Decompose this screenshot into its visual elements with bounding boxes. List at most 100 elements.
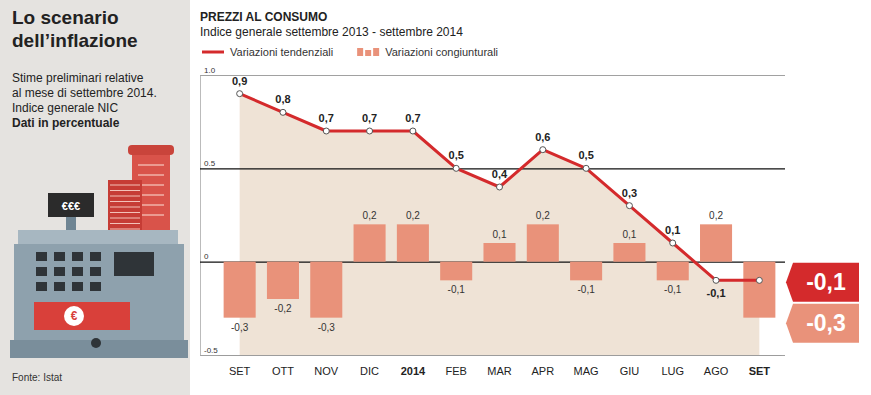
legend-label: Variazioni congiunturali — [385, 46, 498, 58]
register-key — [72, 282, 83, 291]
x-tick-label: DIC — [360, 365, 379, 377]
line-label: 0,8 — [275, 93, 290, 105]
marker — [756, 277, 762, 283]
brick-line — [110, 212, 140, 213]
x-tick: GIU — [620, 355, 640, 377]
x-tick-label: GIU — [620, 365, 640, 377]
illustration: €€€€ — [10, 145, 188, 358]
receipt-line — [138, 174, 164, 176]
chart-subtitle: Indice generale settembre 2013 - settemb… — [200, 25, 463, 39]
bar-label: -0,1 — [577, 284, 595, 295]
x-tick: NOV — [314, 355, 339, 377]
marker — [453, 165, 459, 171]
marker — [237, 91, 243, 97]
y-tick: 1.0 — [200, 66, 785, 76]
legend-swatch — [373, 48, 379, 56]
brick-line — [110, 196, 140, 197]
line-label: 0,9 — [232, 75, 247, 87]
source: Fonte: Istat — [12, 372, 62, 383]
bar — [267, 262, 299, 299]
line — [240, 94, 760, 281]
marker — [410, 128, 416, 134]
bar — [224, 262, 256, 318]
x-tick-label: AGO — [704, 365, 729, 377]
line-label: 0,5 — [449, 149, 464, 161]
last-value-box — [786, 263, 859, 302]
display — [48, 193, 94, 217]
register-key — [36, 282, 47, 291]
x-tick: OTT — [272, 355, 294, 377]
bar-label: 0,2 — [709, 210, 723, 221]
x-tick-label: MAR — [487, 365, 512, 377]
sidebar-note-bold: Dati in percentuale — [12, 116, 120, 130]
y-tick-label: 0.5 — [204, 159, 216, 168]
brick-line — [110, 207, 140, 208]
legend-swatch — [357, 48, 363, 56]
register-key — [90, 267, 101, 276]
receipt-top — [128, 145, 174, 155]
y-tick-label: -0.5 — [204, 346, 218, 355]
bar — [743, 262, 775, 318]
bar-label: 0,2 — [536, 210, 550, 221]
marker — [670, 240, 676, 246]
grid-line — [200, 75, 785, 76]
plot-marks — [224, 91, 776, 318]
sidebar-note: Indice generale NIC — [12, 101, 118, 115]
x-tick-label: OTT — [272, 365, 294, 377]
x-tick: SET — [749, 355, 771, 377]
register-key — [54, 267, 65, 276]
sidebar-note: Stime preliminari relative — [12, 71, 144, 85]
sidebar: Lo scenariodell’inflazione Stime prelimin… — [0, 0, 190, 395]
receipt-line — [138, 164, 164, 166]
sidebar-heading: Lo scenario — [12, 7, 119, 28]
brick-stack — [108, 180, 142, 232]
register-top — [18, 230, 178, 244]
bar — [527, 224, 559, 261]
legend-label: Variazioni tendenziali — [230, 46, 333, 58]
register-key — [90, 282, 101, 291]
last-value-label: -0,1 — [806, 269, 846, 295]
register-key — [36, 252, 47, 261]
display-text: €€€ — [62, 200, 80, 212]
x-tick-label: NOV — [314, 365, 339, 377]
bar — [354, 224, 386, 261]
register-key — [54, 282, 65, 291]
bar-label: 0,2 — [363, 210, 377, 221]
bar — [613, 243, 645, 262]
line-label: 0,7 — [319, 112, 334, 124]
marker — [713, 277, 719, 283]
line-label: -0,1 — [707, 287, 726, 299]
legend-swatch — [365, 50, 371, 56]
plot-area — [240, 94, 760, 355]
line-label: 0,6 — [535, 131, 550, 143]
brick-line — [110, 201, 140, 202]
register-key — [90, 252, 101, 261]
register-key — [36, 267, 47, 276]
x-tick: APR — [531, 355, 554, 377]
register-body — [14, 244, 184, 356]
bar-label: 0,1 — [493, 229, 507, 240]
y-tick-label: 0 — [204, 252, 209, 261]
bar-label: -0,2 — [274, 303, 292, 314]
grid-line — [200, 355, 785, 356]
line-label: 0,4 — [492, 168, 508, 180]
chart-svg: Lo scenariodell’inflazione Stime prelimin… — [0, 0, 871, 395]
chart-root: Lo scenariodell’inflazione Stime prelimin… — [0, 0, 871, 395]
bar-label: -0,1 — [448, 284, 466, 295]
bar-label: -0,3 — [318, 322, 336, 333]
banknote-text: € — [71, 309, 78, 323]
register-key — [54, 252, 65, 261]
sidebar-heading: dell’inflazione — [12, 30, 138, 51]
marker — [497, 184, 503, 190]
x-tick: AGO — [704, 355, 729, 377]
data-labels: 0,90,80,70,70,70,50,40,60,50,30,1-0,1-0,… — [231, 75, 725, 333]
legend-swatch — [202, 51, 224, 54]
last-value-label: -0,3 — [806, 310, 846, 336]
sidebar-background — [0, 0, 190, 395]
sidebar-note: al mese di settembre 2014. — [12, 86, 157, 100]
register-knob — [91, 338, 101, 348]
marker — [583, 165, 589, 171]
area — [240, 94, 760, 355]
bar — [440, 262, 472, 281]
line-label: 0,5 — [578, 149, 593, 161]
